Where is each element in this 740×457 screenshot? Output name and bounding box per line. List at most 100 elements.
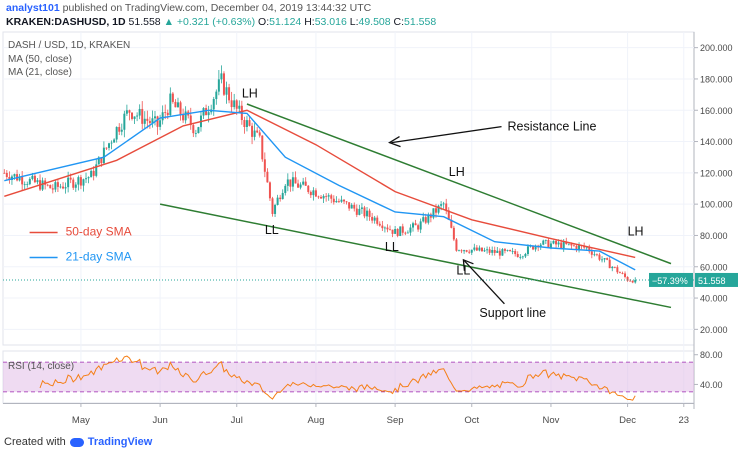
candle <box>419 221 422 230</box>
candle <box>473 247 476 250</box>
tradingview-brand[interactable]: TradingView <box>87 436 153 448</box>
candle <box>49 184 52 189</box>
resistance-line <box>246 103 672 265</box>
candle <box>509 250 512 252</box>
annotation-50-day-sma: 50-day SMA <box>66 224 132 238</box>
candle <box>404 232 407 234</box>
candle <box>133 116 136 119</box>
candle <box>304 181 307 186</box>
candle <box>498 250 501 256</box>
candle <box>317 196 320 198</box>
candle <box>222 73 225 95</box>
candle <box>118 127 121 132</box>
candle <box>169 93 172 116</box>
candle <box>113 139 116 143</box>
candle <box>322 195 325 199</box>
candle <box>258 132 261 136</box>
candle <box>511 251 514 252</box>
candle <box>475 247 478 251</box>
candle <box>256 130 259 133</box>
candle <box>547 239 550 248</box>
close-label: C: <box>393 16 405 28</box>
candle <box>197 127 200 134</box>
candle <box>593 254 596 256</box>
candle <box>562 241 565 249</box>
candle <box>501 249 504 256</box>
y-tick-label: 20.000 <box>700 325 728 335</box>
candle <box>115 127 118 140</box>
candle <box>613 266 616 268</box>
candle <box>343 199 346 202</box>
candle <box>182 114 185 121</box>
candle <box>496 250 499 253</box>
annotation-lh: LH <box>242 87 258 101</box>
candle <box>631 280 634 283</box>
candle <box>353 204 356 209</box>
candle <box>417 225 420 230</box>
y-tick-label: 60.000 <box>700 262 728 272</box>
candle <box>608 259 611 269</box>
candle <box>348 202 351 209</box>
ma21-legend[interactable]: MA (21, close) <box>8 67 72 78</box>
candle <box>192 125 195 134</box>
author-link[interactable]: analyst101 <box>6 2 60 14</box>
candle <box>588 247 591 252</box>
candle <box>585 247 588 249</box>
candle <box>228 87 231 101</box>
candle <box>105 147 108 149</box>
candle <box>161 112 164 121</box>
ma50-line <box>4 109 636 259</box>
candle <box>74 184 77 188</box>
candle <box>164 112 167 114</box>
rsi-tick-label: 80.00 <box>700 350 723 360</box>
candle <box>248 120 251 126</box>
candle <box>360 207 363 209</box>
candle <box>41 180 44 190</box>
candle <box>383 227 386 229</box>
candle <box>491 250 494 253</box>
annotation-ll: LL <box>456 264 470 278</box>
candle <box>457 250 460 252</box>
up-triangle-icon: ▲ <box>163 16 174 28</box>
candle <box>406 232 409 234</box>
candle <box>56 182 59 187</box>
resistance-arrow <box>391 125 502 144</box>
candle <box>36 180 39 183</box>
candle <box>141 108 144 124</box>
candle <box>376 217 379 224</box>
candle <box>120 129 123 132</box>
candle <box>422 217 425 222</box>
candle <box>424 217 427 223</box>
candle <box>271 198 274 214</box>
candle <box>69 177 72 180</box>
resistance-arrowhead <box>388 136 401 148</box>
ticker-symbol: KRAKEN:DASHUSD, 1D <box>6 16 126 28</box>
candle <box>488 249 491 253</box>
rsi-tick-label: 40.00 <box>700 380 723 390</box>
candle <box>330 195 333 199</box>
candle <box>102 147 105 164</box>
y-tick-label: 200.000 <box>700 43 733 53</box>
ma50-legend[interactable]: MA (50, close) <box>8 54 72 65</box>
candle <box>363 207 366 217</box>
footer: Created with TradingView <box>4 436 152 448</box>
candle <box>440 204 443 206</box>
candle <box>598 254 601 260</box>
candle <box>486 249 489 251</box>
candle <box>136 115 139 117</box>
candle <box>138 108 141 116</box>
candle <box>325 195 328 197</box>
candle <box>463 250 466 252</box>
rsi-legend[interactable]: RSI (14, close) <box>8 361 75 372</box>
candle <box>28 178 31 185</box>
candle <box>534 245 537 250</box>
candle <box>470 249 473 253</box>
publish-info: analyst101 published on TradingView.com,… <box>6 2 371 14</box>
candle <box>176 102 179 108</box>
candle <box>412 223 415 228</box>
candle <box>521 256 524 258</box>
support-arrow <box>463 260 505 305</box>
candle <box>194 133 197 134</box>
low-value: 49.508 <box>358 16 391 28</box>
